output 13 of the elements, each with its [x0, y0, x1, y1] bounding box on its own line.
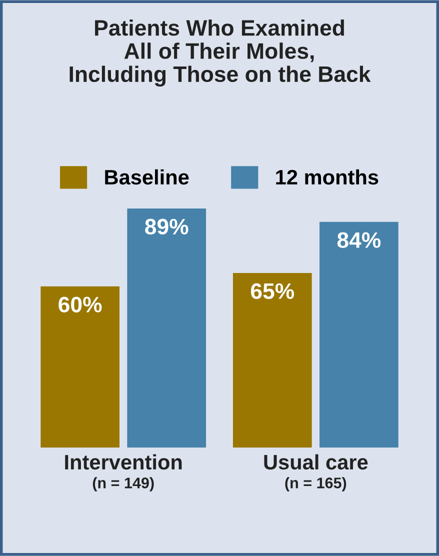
data-label: 89%: [145, 218, 188, 235]
data-label: 65%: [250, 283, 294, 300]
data-label: 84%: [337, 232, 381, 248]
data-label: 60%: [58, 296, 102, 312]
x-tick-label: Usual care (n = 165): [264, 454, 368, 492]
legend-label: Baseline: [105, 169, 189, 185]
legend-label: 12 months: [276, 169, 378, 185]
chart-title: Patients Who Examined All of Their Moles, Including Those on the Back: [70, 19, 371, 87]
bar: [127, 208, 206, 448]
bar: [320, 222, 398, 448]
bar: [40, 286, 120, 448]
bar: [232, 272, 312, 448]
x-tick-label: Intervention (n = 149): [65, 454, 182, 492]
